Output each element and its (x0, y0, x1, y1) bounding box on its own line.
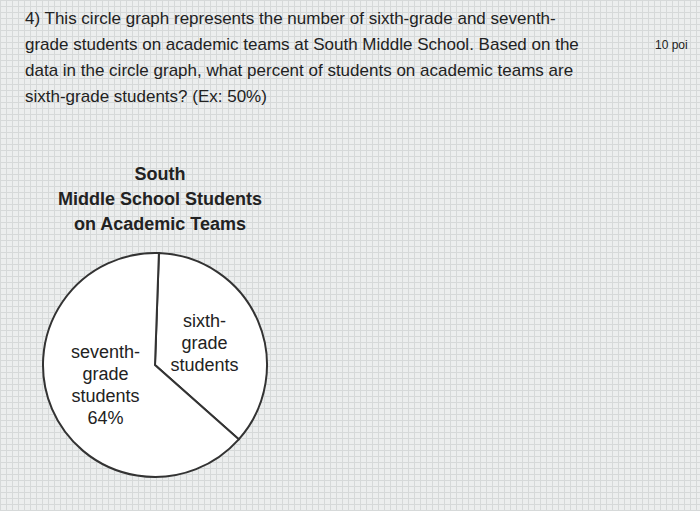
html-text:South Middle School Students o: South Middle School Students on Academic… (58, 164, 262, 234)
html-text:4) This circle graph represent: 4) This circle graph represents the numb… (25, 9, 579, 106)
svg-text:sixth-gradestudents: sixth-gradestudents (170, 311, 238, 375)
svg-text:seventh-gradestudents64%: seventh-gradestudents64% (71, 342, 140, 428)
html-text:10 poi: 10 poi (655, 38, 688, 52)
